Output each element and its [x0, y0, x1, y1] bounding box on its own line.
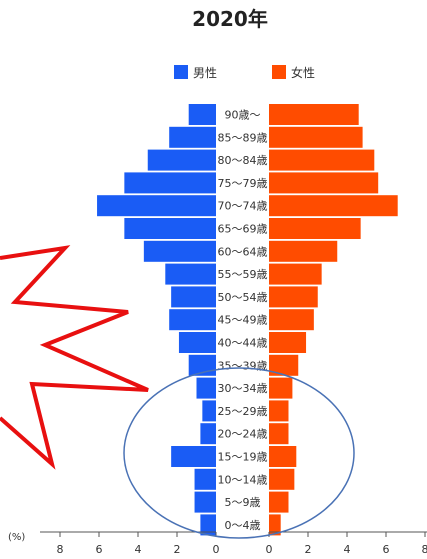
bar-female-0	[269, 514, 281, 536]
red-zigzag-annotation	[0, 245, 149, 470]
bar-male-6	[196, 377, 216, 399]
bar-female-2	[269, 468, 295, 490]
axis-unit-label: (%)	[8, 532, 25, 543]
age-label-18: 90歳〜	[225, 109, 261, 122]
bar-male-5	[202, 400, 216, 422]
bar-male-16	[147, 149, 216, 171]
age-label-6: 30〜34歳	[218, 382, 268, 395]
left-tick-label-1: 6	[96, 543, 103, 556]
legend-swatch-female	[272, 65, 286, 79]
bar-male-4	[200, 423, 216, 445]
bar-female-4	[269, 423, 289, 445]
age-label-11: 55〜59歳	[218, 268, 268, 281]
bar-male-8	[178, 332, 216, 353]
bar-male-9	[169, 309, 216, 331]
bar-male-15	[124, 172, 216, 194]
age-label-16: 80〜84歳	[218, 154, 268, 167]
age-label-13: 65〜69歳	[218, 223, 268, 236]
left-tick-label-2: 4	[135, 543, 142, 556]
bar-female-18	[269, 104, 359, 125]
bar-female-1	[269, 491, 289, 513]
right-tick-label-3: 6	[383, 543, 390, 556]
right-tick-label-2: 4	[344, 543, 351, 556]
bar-female-15	[269, 172, 379, 194]
bar-male-10	[171, 286, 216, 308]
left-tick-label-0: 8	[57, 543, 64, 556]
age-label-3: 15〜19歳	[218, 451, 268, 464]
legend-swatch-male	[174, 65, 188, 79]
age-labels: 90歳〜 85〜89歳 80〜84歳 75〜79歳 70〜74歳 65〜69歳 60〜64歳…	[218, 109, 268, 532]
bar-female-16	[269, 149, 375, 171]
bar-female-3	[269, 446, 297, 467]
age-label-14: 70〜74歳	[218, 200, 268, 213]
legend: 男性 女性	[174, 65, 315, 80]
bar-male-1	[194, 491, 216, 513]
right-tick-label-4: 8	[422, 543, 427, 556]
age-label-2: 10〜14歳	[218, 473, 268, 486]
bar-female-14	[269, 195, 398, 217]
bar-male-13	[124, 218, 216, 239]
bar-female-5	[269, 400, 289, 422]
bar-male-3	[171, 446, 216, 467]
age-label-0: 0〜4歳	[225, 519, 261, 532]
age-label-12: 60〜64歳	[218, 245, 268, 258]
bar-female-9	[269, 309, 314, 331]
blue-ellipse-annotation	[123, 367, 355, 539]
bar-male-2	[194, 468, 216, 490]
right-tick-label-1: 2	[305, 543, 312, 556]
chart-title: 2020年	[192, 7, 268, 31]
x-axis-ticks: 8 6 4 2 0 0 2 4 6 8	[57, 532, 427, 556]
bar-female-13	[269, 218, 361, 239]
age-label-10: 50〜54歳	[218, 291, 268, 304]
right-tick-label-0: 0	[266, 543, 273, 556]
legend-label-female: 女性	[291, 65, 315, 80]
male-bars	[97, 104, 216, 536]
bar-female-12	[269, 240, 338, 262]
bar-male-14	[97, 195, 216, 217]
bar-female-11	[269, 263, 322, 285]
bar-female-17	[269, 126, 363, 148]
legend-label-male: 男性	[193, 66, 217, 80]
age-label-15: 75〜79歳	[218, 177, 268, 190]
female-bars	[269, 104, 398, 536]
bar-male-18	[188, 104, 216, 125]
bar-male-17	[169, 126, 216, 148]
bar-male-12	[143, 240, 216, 262]
age-label-8: 40〜44歳	[218, 337, 268, 350]
bar-female-6	[269, 377, 293, 399]
age-label-9: 45〜49歳	[218, 314, 268, 327]
bar-male-0	[200, 514, 216, 536]
left-tick-label-3: 2	[174, 543, 181, 556]
age-label-5: 25〜29歳	[218, 405, 268, 418]
age-label-1: 5〜9歳	[225, 496, 261, 509]
bar-male-11	[165, 263, 216, 285]
bar-female-7	[269, 354, 299, 376]
bar-female-10	[269, 286, 318, 308]
left-tick-label-4: 0	[213, 543, 220, 556]
age-label-7: 35〜39歳	[218, 359, 268, 372]
bar-female-8	[269, 332, 307, 353]
age-label-17: 85〜89歳	[218, 131, 268, 144]
age-label-4: 20〜24歳	[218, 428, 268, 441]
